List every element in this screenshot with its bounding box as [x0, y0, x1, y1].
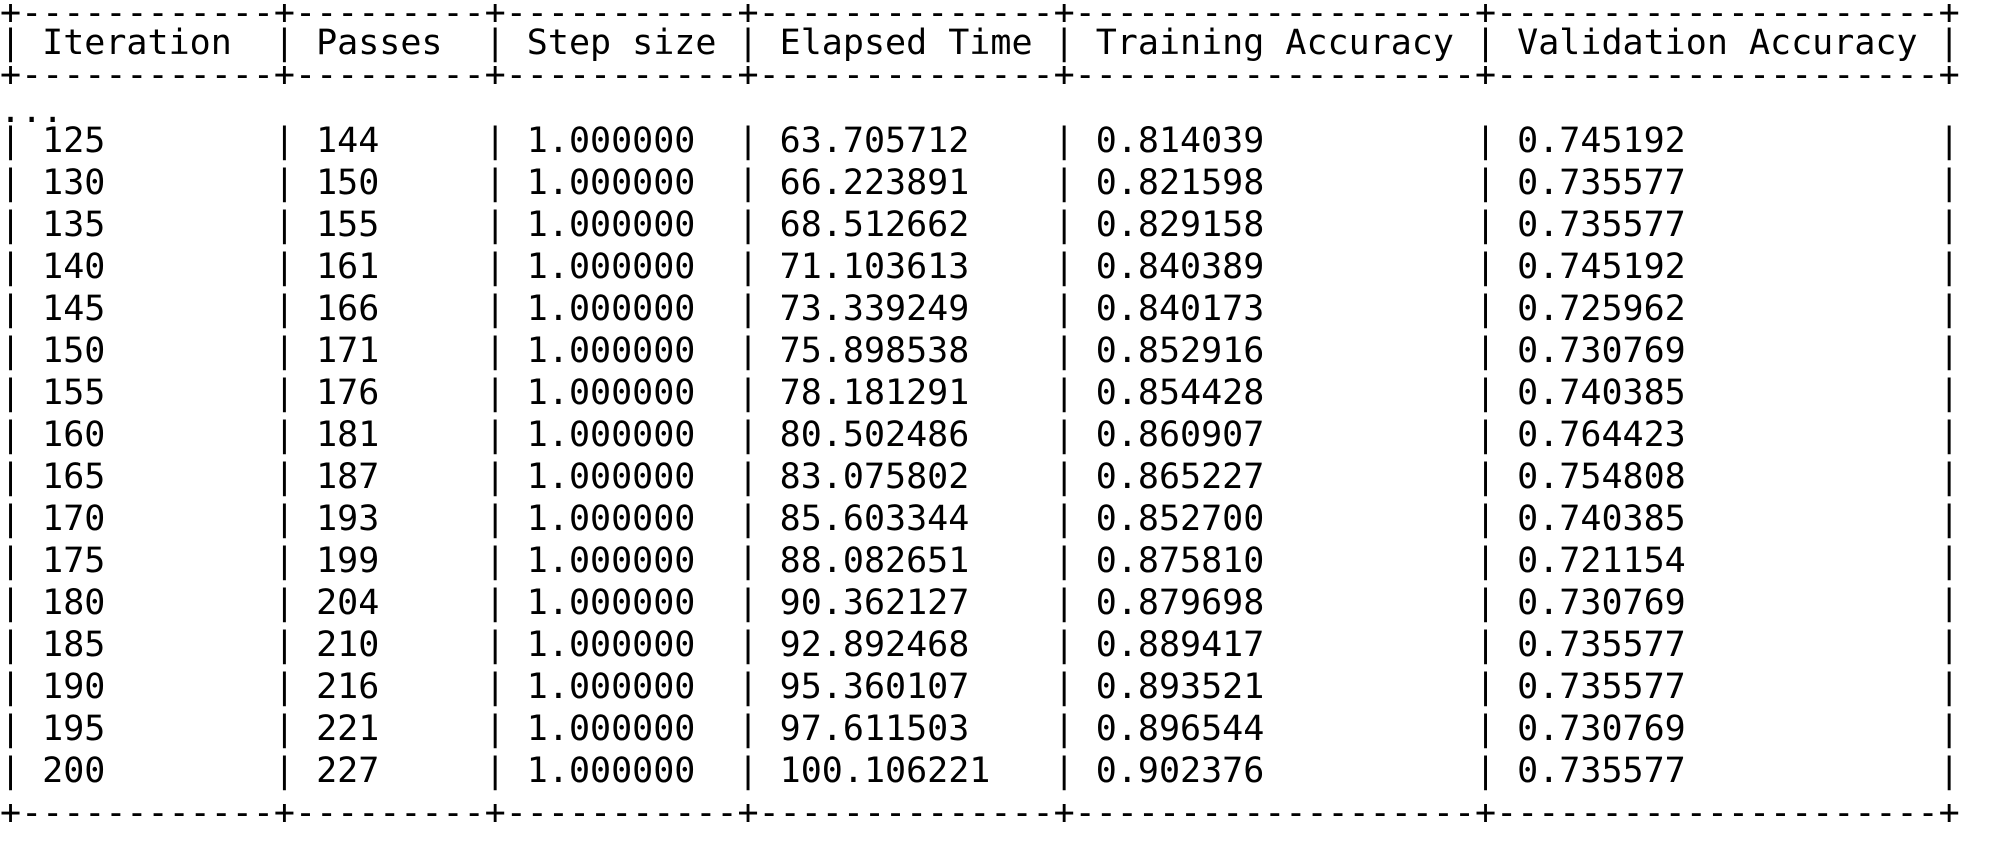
table-row: | 130 | 150 | 1.000000 | 66.223891 | 0.8… [0, 163, 1960, 203]
table-row: | 180 | 204 | 1.000000 | 90.362127 | 0.8… [0, 583, 1960, 623]
table-row: | 150 | 171 | 1.000000 | 75.898538 | 0.8… [0, 331, 1960, 371]
table-bottom-border: +------------+---------+-----------+----… [0, 793, 1960, 833]
table-row: | 170 | 193 | 1.000000 | 85.603344 | 0.8… [0, 499, 1960, 539]
table-row: | 165 | 187 | 1.000000 | 83.075802 | 0.8… [0, 457, 1960, 497]
table-row: | 190 | 216 | 1.000000 | 95.360107 | 0.8… [0, 667, 1960, 707]
table-row: | 155 | 176 | 1.000000 | 78.181291 | 0.8… [0, 373, 1960, 413]
table-top-border: +------------+---------+-----------+----… [0, 0, 1960, 33]
table-row: | 175 | 199 | 1.000000 | 88.082651 | 0.8… [0, 541, 1960, 581]
ellipsis-line: ... [0, 91, 64, 131]
table-row: | 195 | 221 | 1.000000 | 97.611503 | 0.8… [0, 709, 1960, 749]
table-row: | 135 | 155 | 1.000000 | 68.512662 | 0.8… [0, 205, 1960, 245]
table-header-row: | Iteration | Passes | Step size | Elaps… [0, 23, 1960, 63]
table-row: | 125 | 144 | 1.000000 | 63.705712 | 0.8… [0, 121, 1960, 161]
table-row: | 185 | 210 | 1.000000 | 92.892468 | 0.8… [0, 625, 1960, 665]
table-row: | 200 | 227 | 1.000000 | 100.106221 | 0.… [0, 751, 1960, 791]
table-row: | 140 | 161 | 1.000000 | 71.103613 | 0.8… [0, 247, 1960, 287]
table-header-border: +------------+---------+-----------+----… [0, 55, 1960, 95]
table-row: | 145 | 166 | 1.000000 | 73.339249 | 0.8… [0, 289, 1960, 329]
table-row: | 160 | 181 | 1.000000 | 80.502486 | 0.8… [0, 415, 1960, 455]
